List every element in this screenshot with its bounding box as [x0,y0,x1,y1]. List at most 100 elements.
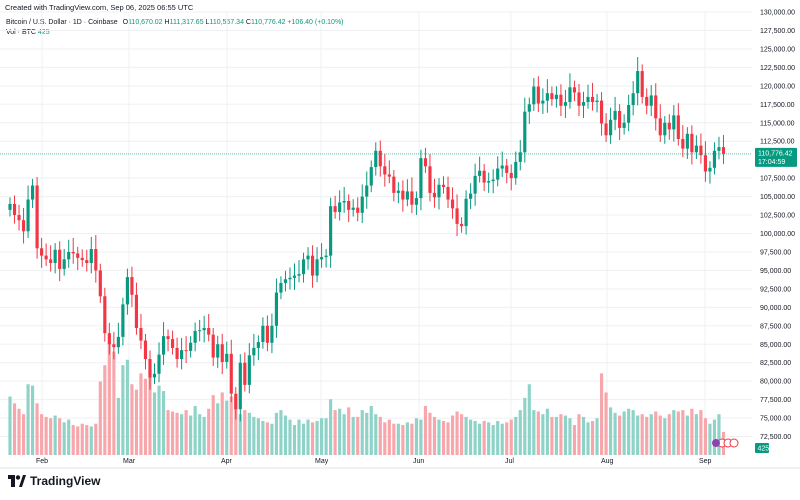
candle-body [243,362,247,385]
candle-body [712,150,717,168]
tradingview-logo[interactable]: TradingView [8,474,100,488]
volume-bar [500,423,504,455]
candle-body [125,277,129,305]
candle-body [618,110,622,128]
volume-bar [405,422,409,455]
volume-bar [30,385,35,455]
candle-body [143,340,148,360]
volume-bar [347,407,351,455]
volume-bar [717,414,721,455]
volume-bar [270,423,274,455]
candle-body [315,259,319,276]
event-icon[interactable] [729,438,739,448]
candle-body [17,215,21,221]
candle-body [121,304,125,337]
volume-bar [139,373,143,455]
candle-body [256,342,260,348]
candle-body [76,253,80,258]
volume-bar [166,410,170,455]
volume-bar [193,406,197,455]
last-price-text: 110,776.42 [758,150,793,157]
volume-bar [247,412,251,455]
volume-bar [636,415,640,455]
candle-body [220,344,224,362]
candle-body [694,145,698,153]
candle-body [518,152,522,162]
volume-bar [712,419,717,455]
volume-bar [622,411,626,455]
candle-body [261,325,265,343]
volume-bar [71,425,75,455]
tradingview-logo-icon [8,475,26,487]
volume-bar [67,419,71,455]
volume-bar [568,418,572,455]
price-tick-label: 90,000.00 [760,305,791,312]
volume-bar [541,414,545,455]
candle-body [292,275,297,278]
time-axis[interactable]: Feb Mar Apr May Jun Jul Aug Sep [36,458,712,465]
candle-body [297,274,301,276]
volume-bar [365,412,369,455]
volume-bar [676,411,680,455]
volume-bar [306,419,310,455]
candle-body [67,251,71,260]
candle-body [649,95,653,106]
volume-bar [432,416,437,455]
candle-body [387,174,391,177]
volume-bar [229,396,233,455]
candle-body [369,167,373,186]
volume-bar [351,416,355,455]
grid [0,11,752,455]
candle-body [599,100,604,124]
volume-bar [360,410,364,455]
volume-bar [663,418,667,455]
volume-row: Vol · BTC 425 [6,28,344,38]
volume-bar [581,416,586,455]
candle-body [640,71,644,97]
price-axis[interactable]: 130,000.00 127,500.00 125,000.00 122,500.00… [760,10,795,442]
volume-bar [125,359,129,455]
time-tick-label: Feb [36,458,48,465]
candle-body [288,277,292,280]
time-tick-label: Aug [601,458,614,465]
price-tick-label: 120,000.00 [760,83,795,90]
candle-body [310,255,315,276]
volume-bar [640,414,644,455]
candle-body [496,168,500,180]
high-label: H [164,19,170,26]
price-tick-label: 80,000.00 [760,379,791,386]
volume-bar [310,422,315,455]
volume-bar [419,419,423,455]
candle-body [527,104,531,112]
candle-body [378,150,382,167]
volume-bar [324,418,328,455]
candle-body [53,249,57,264]
volume-bar [17,408,21,455]
volume-bar [220,392,224,455]
volume-bar [374,414,378,455]
candle-body [491,179,495,182]
candle-body [482,170,486,183]
volume-bar [143,378,148,455]
volume-bar [550,416,554,455]
candle-body [487,181,491,183]
volume-bar [333,410,337,455]
candle-body [333,206,337,213]
low-label: L [205,19,210,26]
event-icons[interactable] [712,438,739,448]
volume-bar [338,408,342,455]
event-icon[interactable] [712,439,720,447]
candle-body [577,92,581,106]
candle-body [405,191,409,200]
price-tick-label: 77,500.00 [760,397,791,404]
candle-body [161,336,166,355]
candle-body [645,96,649,106]
candle-body [478,170,482,176]
volume-badge-text: 425 [758,446,770,453]
volume-bar [342,414,346,455]
countdown-text: 17:04:59 [758,159,785,166]
volume-bar [8,396,12,455]
created-with-caption: Created with TradingView.com, Sep 06, 20… [5,3,194,12]
price-tick-label: 115,000.00 [760,120,795,127]
